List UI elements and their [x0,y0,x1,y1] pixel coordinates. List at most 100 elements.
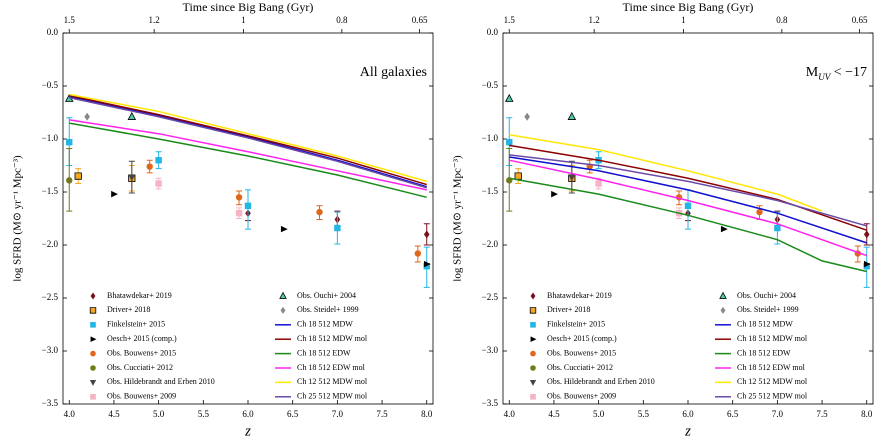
data-point [127,111,137,120]
legend-marker [90,322,96,328]
legend-label: Ch 12 512 MDW mol [297,377,368,386]
x2-tick-label: 1.5 [504,15,516,25]
y-tick-label: 0.0 [487,27,499,37]
data-point [155,180,162,187]
legend-marker [530,336,537,342]
data-point [235,210,243,217]
data-point [316,208,323,216]
legend-marker [279,291,287,299]
data-point [66,138,73,146]
data-point [84,112,90,121]
legend-label: Ch 18 512 MDW mol [737,334,808,343]
data-point [128,174,136,182]
x-tick-label: 6.5 [727,409,739,419]
legend-label: Finkelstein+ 2015 [107,320,165,329]
data-point [66,177,73,184]
x2-tick-label: 1.2 [149,15,160,25]
legend-label: Obs. Ouchi+ 2004 [297,291,356,300]
legend-label: Ch 18 512 EDW mol [737,363,806,372]
y-tick-label: −2.5 [42,292,59,302]
model-line [509,156,867,244]
legend-label: Driver+ 2018 [547,305,590,314]
legend-label: Obs. Bouwens+ 2015 [547,348,616,357]
model-line [509,159,867,257]
data-point [568,174,576,182]
data-point [423,230,430,239]
x-tick-label: 4.5 [108,409,120,419]
legend-marker [530,365,536,371]
data-point [423,260,431,268]
legend-label: Bhatawdekar+ 2019 [547,291,612,300]
legend-marker [89,307,97,314]
legend-marker [90,394,96,400]
x-axis-label: z [684,423,691,439]
legend-marker [720,306,726,314]
legend-label: Ch 25 512 MDW mol [297,392,368,401]
legend-marker [530,394,536,400]
y-tick-label: −0.5 [42,80,59,90]
legend-label: Obs. Bouwens+ 2015 [107,348,176,357]
legend-marker [90,292,96,300]
data-point [863,260,871,268]
data-point [684,202,692,209]
y-tick-label: −2.5 [482,292,499,302]
legend-marker [719,291,727,299]
y-tick-label: −1.5 [482,186,499,196]
data-point [244,202,252,209]
x-tick-label: 4.0 [64,409,76,419]
x2-tick-label: 0.8 [336,15,348,25]
data-point [595,180,602,187]
data-point [756,208,763,216]
data-point [567,111,577,120]
x-tick-label: 5.0 [153,409,165,419]
model-line [69,95,427,188]
x-axis-label: z [244,423,251,439]
x-tick-label: 6.0 [682,409,694,419]
annotation: MUV < −17 [806,65,867,82]
x2-tick-label: 0.65 [852,15,868,25]
legend-marker [90,336,97,342]
y-tick-label: −3.5 [482,398,499,408]
model-line [69,122,427,199]
plot-area [64,93,431,288]
x-tick-label: 7.5 [376,409,388,419]
annotation: All galaxies [360,65,427,80]
data-point [334,224,341,232]
legend-label: Ch 18 512 MDW mol [297,334,368,343]
y-tick-label: −1.5 [42,186,59,196]
x-tick-label: 8.0 [861,409,873,419]
error-bar [245,189,251,230]
y-tick-label: −3.0 [482,345,499,355]
data-point [524,112,530,121]
legend-label: Ch 25 512 MDW mol [737,392,808,401]
x2-axis-label: Time since Big Bang (Gyr) [623,0,754,14]
legend-marker [529,307,537,314]
legend-marker [530,322,536,328]
x-tick-label: 4.0 [504,409,516,419]
plot-area [504,93,871,288]
y-tick-label: −3.5 [42,398,59,408]
model-line [69,96,427,189]
model-line [69,119,427,191]
legend-label: Ch 18 512 EDW mol [297,363,366,372]
legend-label: Bhatawdekar+ 2019 [107,291,172,300]
legend-label: Obs. Steidel+ 1999 [737,305,799,314]
data-point [280,225,288,233]
data-point [504,93,514,102]
legend-label: Ch 18 512 MDW [297,320,353,329]
x2-tick-label: 1.2 [589,15,600,25]
legend-marker [529,379,537,386]
legend-label: Oesch+ 2015 (comp.) [107,334,177,343]
legend-label: Obs. Cucciati+ 2012 [107,363,173,372]
error-bar [685,189,691,230]
y-axis-label: log SFRD (M⊙ yr⁻¹ Mpc⁻³) [452,155,464,282]
x-tick-label: 6.5 [287,409,299,419]
legend-label: Ch 12 512 MDW mol [737,377,808,386]
legend-label: Obs. Bouwens+ 2009 [547,392,616,401]
model-line [69,94,427,186]
data-point [506,138,513,146]
x2-tick-label: 1 [681,15,686,25]
legend-label: Ch 18 512 EDW [737,348,791,357]
legend-label: Obs. Ouchi+ 2004 [737,291,796,300]
